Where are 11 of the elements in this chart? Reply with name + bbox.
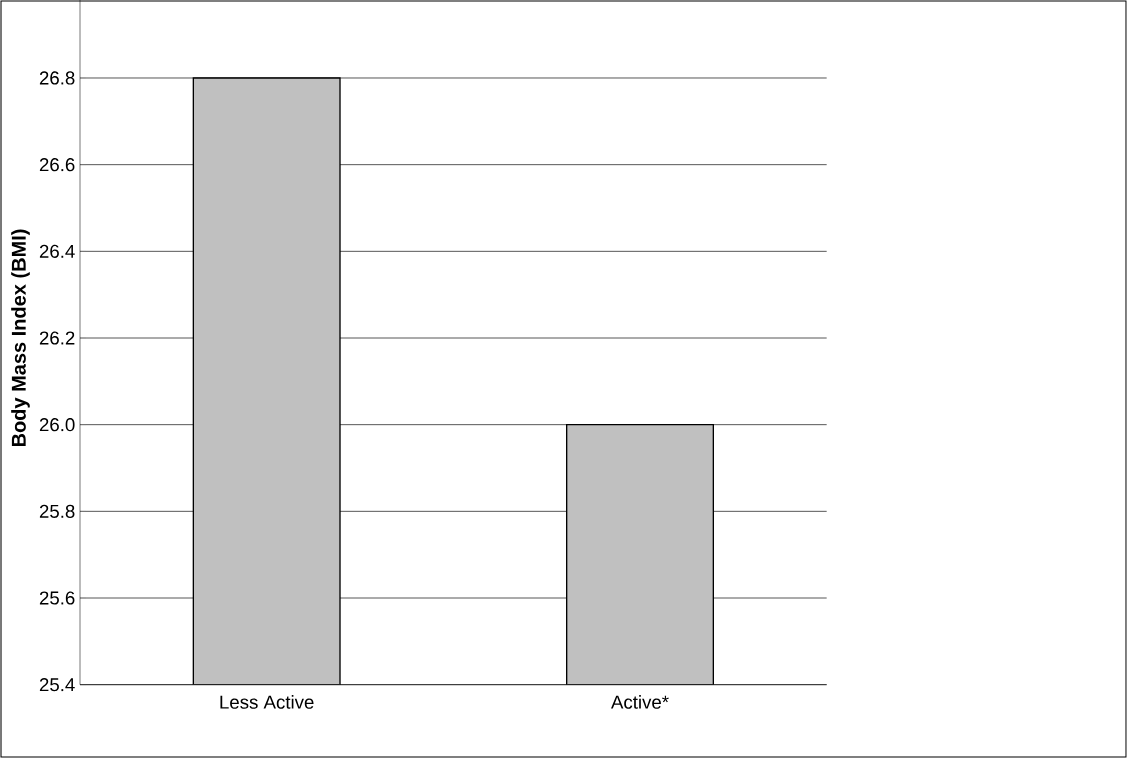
y-tick-label: 25.6 bbox=[39, 591, 75, 605]
y-tick-label: 26.2 bbox=[39, 331, 75, 345]
y-tick-label: 26.6 bbox=[39, 158, 75, 172]
x-tick-label: Less Active bbox=[220, 695, 314, 709]
x-tick-label: Active* bbox=[611, 695, 669, 709]
y-tick-label: 25.8 bbox=[39, 504, 75, 518]
y-tick-label: 26.4 bbox=[39, 244, 75, 258]
y-tick-label: 26.0 bbox=[39, 418, 75, 432]
y-tick-label: 26.8 bbox=[39, 71, 75, 85]
y-axis-title: Body Mass Index (BMI) bbox=[11, 229, 30, 447]
y-tick-label: 25.4 bbox=[39, 678, 75, 692]
